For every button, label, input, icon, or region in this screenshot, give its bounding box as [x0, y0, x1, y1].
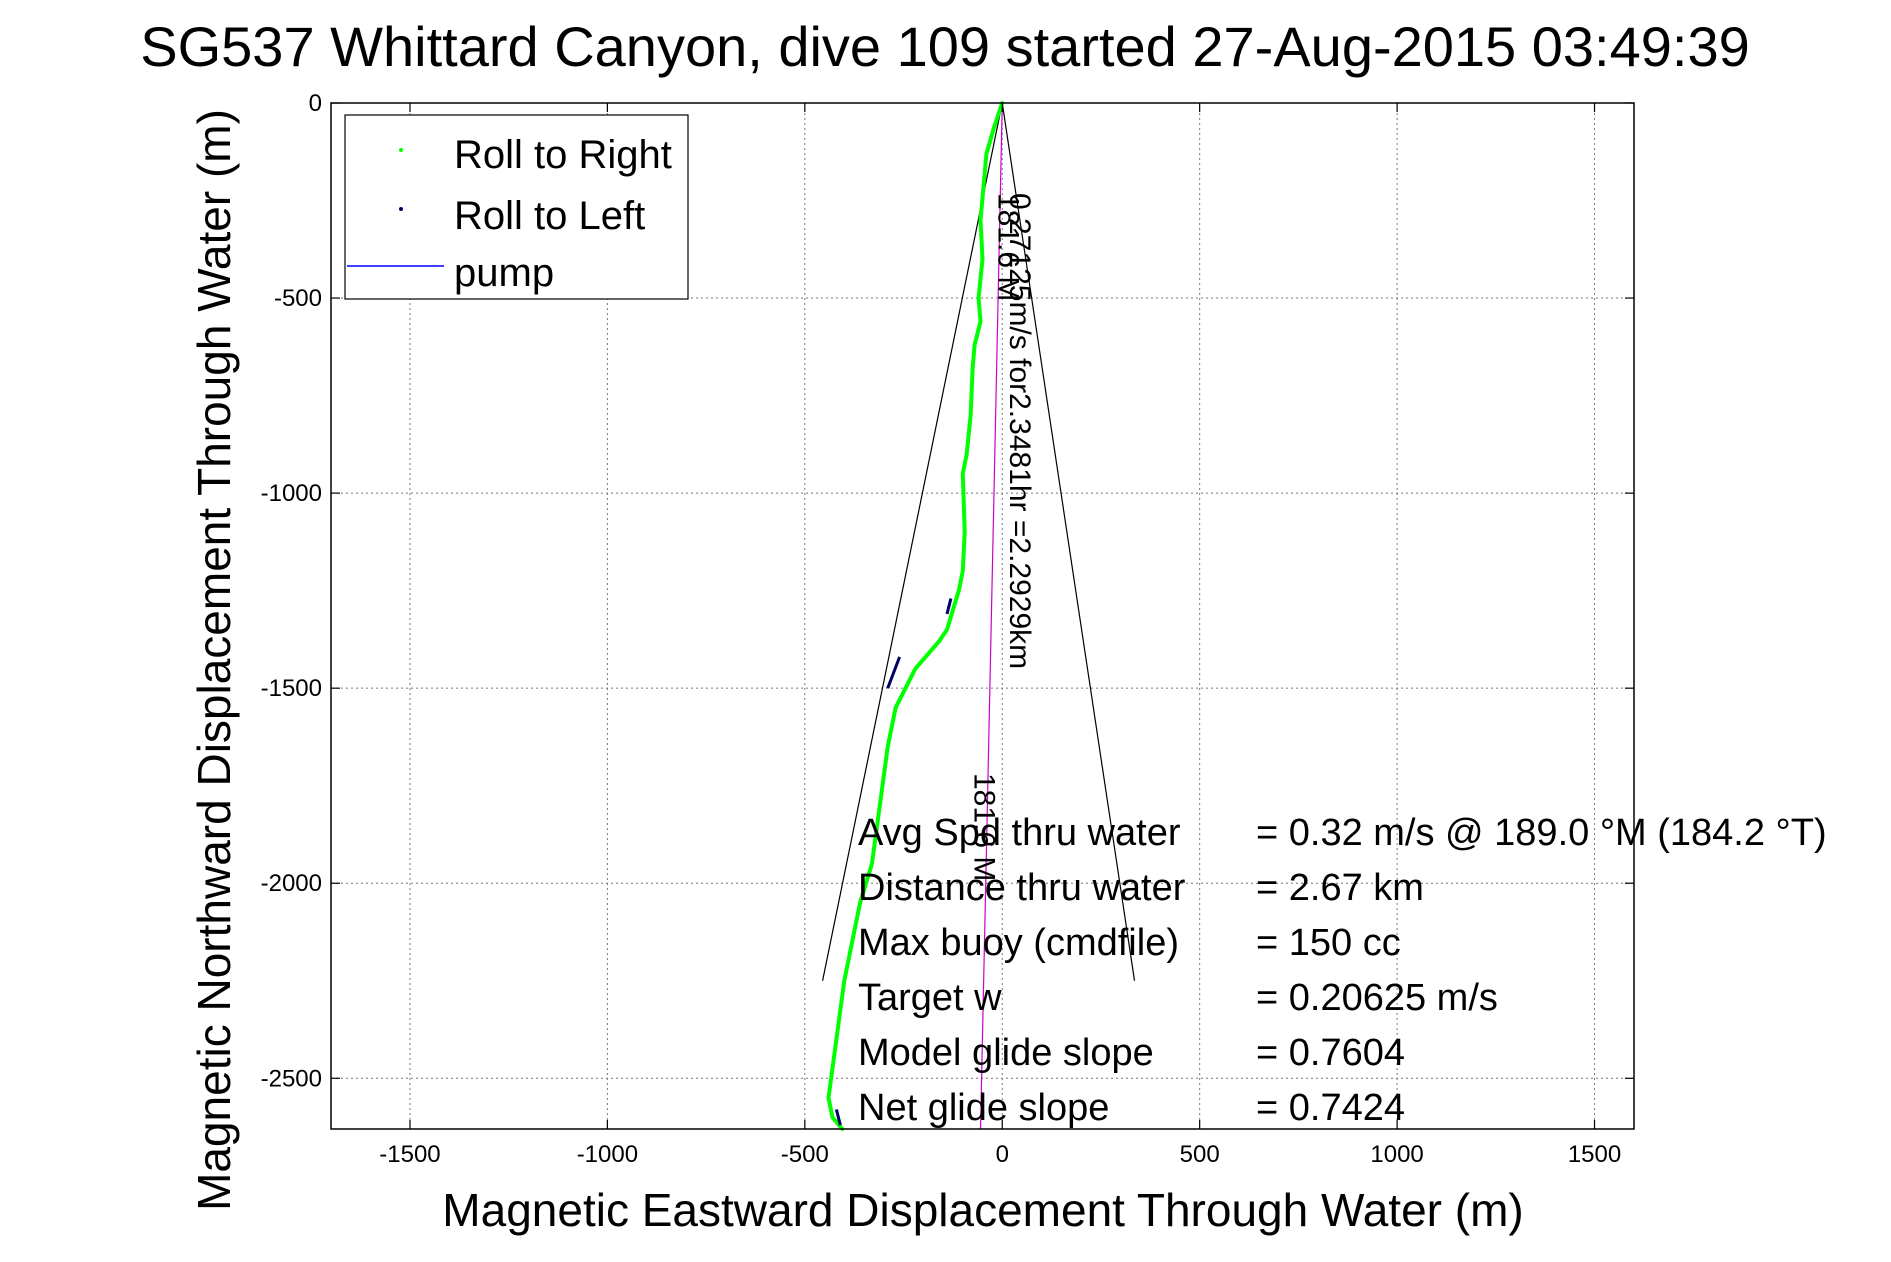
legend-pump-label: pump: [454, 251, 554, 295]
stat-value: = 0.32 m/s @ 189.0 °M (184.2 °T): [1256, 812, 1827, 854]
stat-label: Avg Spd thru water: [858, 812, 1181, 854]
chart-title: SG537 Whittard Canyon, dive 109 started …: [140, 15, 1749, 78]
y-axis-label: Magnetic Northward Displacement Through …: [188, 109, 240, 1211]
y-tick-label: 0: [309, 90, 322, 117]
y-tick-label: -1500: [261, 675, 322, 702]
stat-label: Max buoy (cmdfile): [858, 922, 1179, 964]
legend-box: [344, 114, 689, 300]
stat-label: Model glide slope: [858, 1032, 1154, 1074]
heading-annotation-upper: 181.6 M: [991, 193, 1024, 301]
legend-roll-right-marker: [399, 148, 403, 152]
stats-block: Avg Spd thru water = 0.32 m/s @ 189.0 °M …: [858, 812, 1827, 1129]
legend-roll-right-label: Roll to Right: [454, 133, 672, 177]
tick-layer: -1500 -1000 -500 0 500 1000 1500 0 -500 -1000 -150…: [261, 90, 1634, 1168]
glider-track-line: [826, 101, 1005, 1131]
x-tick-label: 1000: [1370, 1141, 1423, 1168]
x-tick-label: 0: [996, 1141, 1009, 1168]
y-tick-label: -1000: [261, 480, 322, 507]
y-tick-label: -2000: [261, 870, 322, 897]
legend: Roll to Right Roll to Left pump: [344, 114, 689, 300]
roll-left-segment: [945, 598, 953, 615]
x-tick-label: -1500: [379, 1141, 440, 1168]
cone-layer: [821, 102, 1136, 981]
x-tick-label: 500: [1180, 1141, 1220, 1168]
stat-label: Distance thru water: [858, 867, 1186, 909]
stat-label: Net glide slope: [858, 1087, 1109, 1129]
x-tick-label: -1000: [577, 1141, 638, 1168]
stat-value: = 0.20625 m/s: [1256, 977, 1498, 1019]
x-tick-label: -500: [781, 1141, 829, 1168]
data-layer: [826, 101, 1005, 1131]
stat-value: = 150 cc: [1256, 922, 1401, 964]
stat-value: = 0.7424: [1256, 1087, 1405, 1129]
x-axis-label: Magnetic Eastward Displacement Through W…: [442, 1184, 1523, 1236]
cone-right-line: [1001, 102, 1136, 981]
plot-frame: [330, 102, 1635, 1130]
y-tick-label: -500: [274, 285, 322, 312]
speed-distance-annotation: 0.27125m/s for2.3481hr =2.2929km: [1003, 193, 1036, 669]
y-tick-label: -2500: [261, 1065, 322, 1092]
rotated-annotations: 0.27125m/s for2.3481hr =2.2929km 181.6 M…: [968, 193, 1037, 881]
legend-roll-left-marker: [399, 207, 403, 211]
x-tick-label: 1500: [1568, 1141, 1621, 1168]
heading-annotation-lower: 181.6 M: [968, 773, 1001, 881]
stat-value: = 0.7604: [1256, 1032, 1405, 1074]
legend-roll-left-label: Roll to Left: [454, 194, 645, 238]
stat-label: Target w: [858, 977, 1002, 1019]
roll-left-segment: [834, 1109, 842, 1126]
stat-value: = 2.67 km: [1256, 867, 1424, 909]
roll-left-segment: [886, 656, 901, 689]
pump-line: [979, 102, 1003, 1130]
cone-left-line: [821, 102, 1003, 981]
